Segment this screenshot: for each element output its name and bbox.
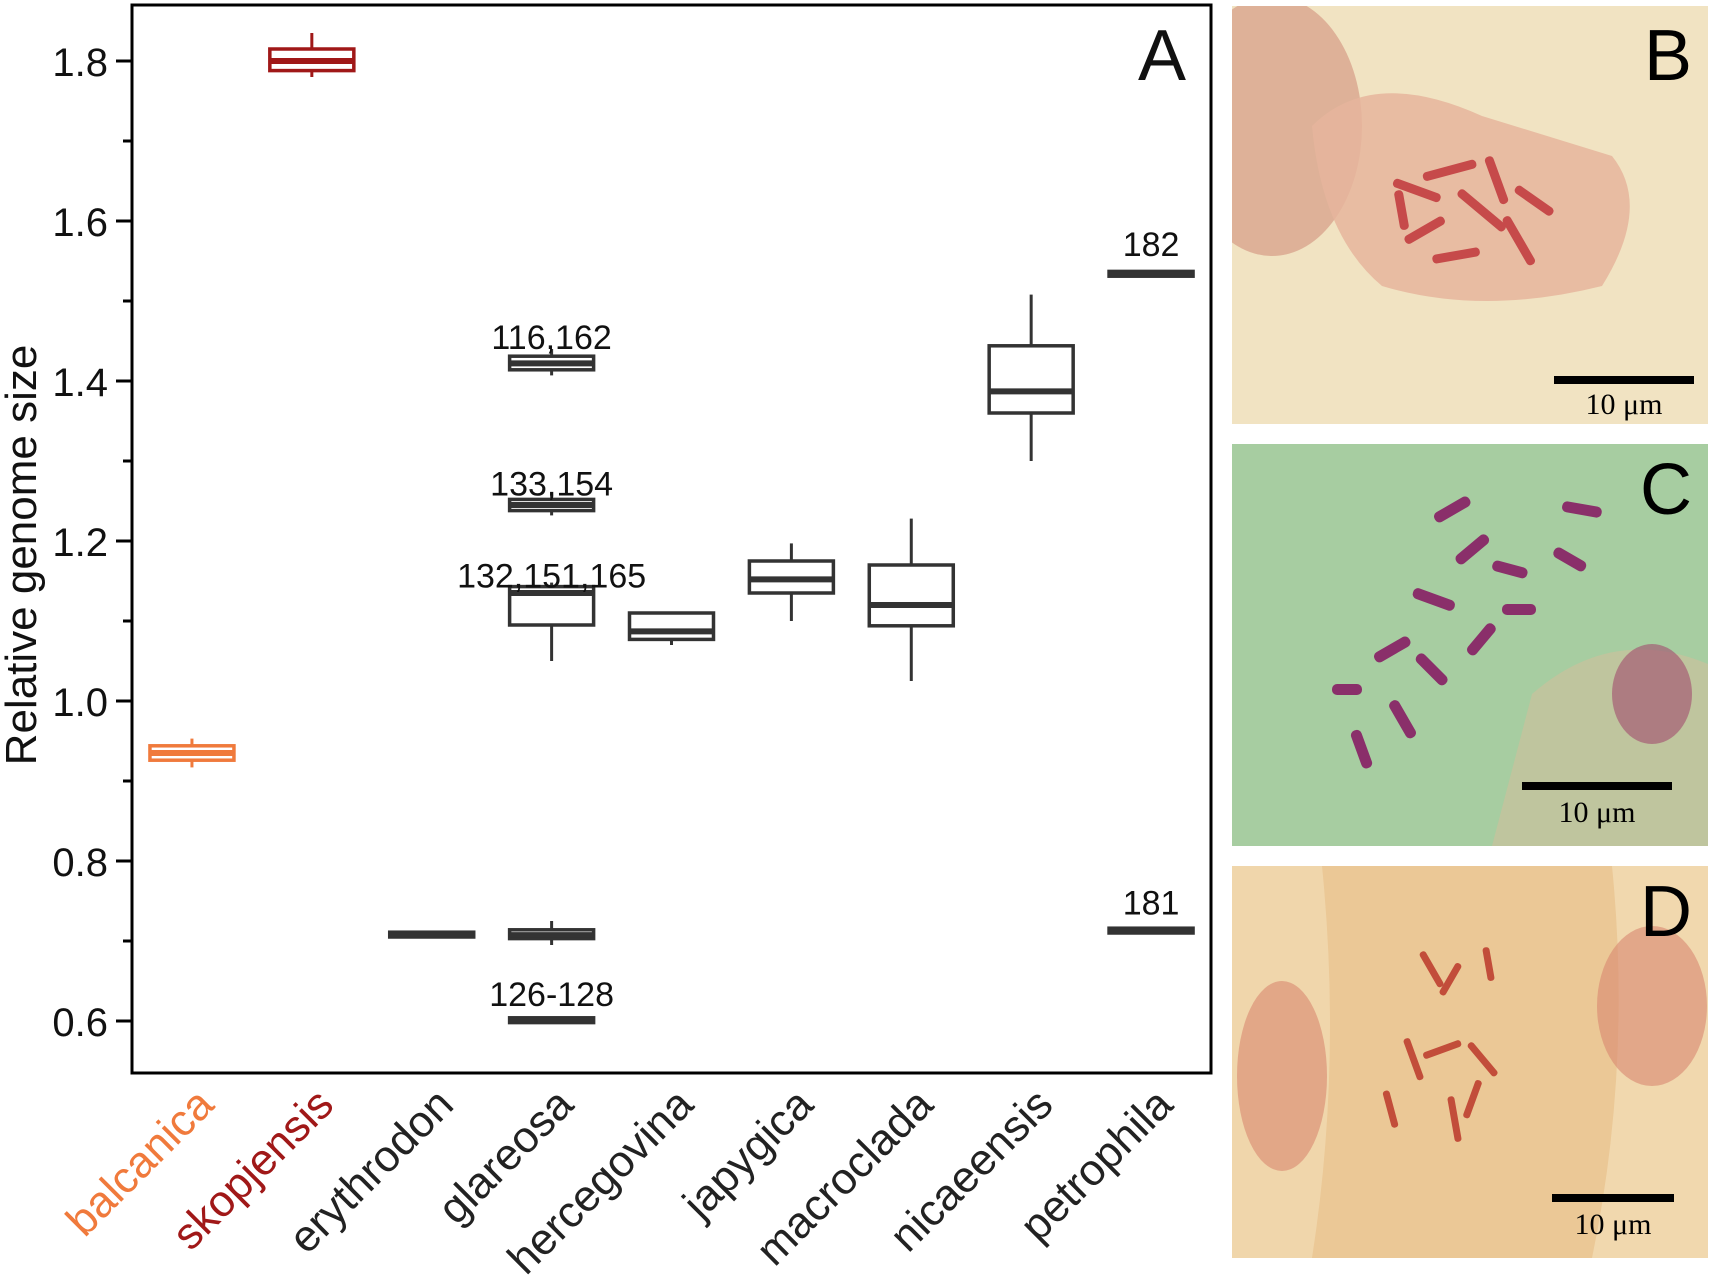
- scale-bar-b: [1554, 376, 1694, 384]
- box-macroclada: [867, 518, 956, 681]
- annotation-label: 116,162: [491, 319, 611, 357]
- box-glareosa: [507, 1016, 596, 1025]
- panel-label-b: B: [1643, 16, 1692, 96]
- box-petrophila: [1107, 926, 1195, 935]
- y-tick-label: 1.8: [52, 41, 108, 85]
- box-erythrodon: [387, 930, 476, 939]
- box-body: [627, 611, 716, 642]
- panel-label-c: C: [1640, 450, 1692, 530]
- scale-bar-d: [1552, 1194, 1674, 1202]
- box-nicaeensis: [987, 294, 1075, 461]
- annotation-label: 132,151,165: [457, 557, 646, 595]
- y-tick-label: 1.2: [52, 521, 108, 565]
- box-glareosa: [507, 921, 596, 945]
- box-petrophila: [1107, 269, 1195, 278]
- scale-bar-c: [1522, 782, 1672, 790]
- box-glareosa: [507, 494, 596, 516]
- box-body: [867, 563, 956, 628]
- x-axis-labels: balcanicaskopjensiserythrodonglareosaher…: [57, 1079, 1183, 1284]
- box-skopjensis: [268, 33, 356, 77]
- y-tick-label: 0.6: [52, 1001, 108, 1045]
- annotation-label: 126-128: [489, 976, 614, 1014]
- box-glareosa: [507, 349, 596, 376]
- micrograph-b-image: [1232, 6, 1630, 301]
- panel-label-a: A: [1138, 16, 1186, 96]
- plot-frame: [130, 3, 1213, 1075]
- y-tick-label: 1.0: [52, 681, 108, 725]
- panel-label-d: D: [1640, 872, 1692, 952]
- y-tick-label: 0.8: [52, 841, 108, 885]
- y-tick-label: 1.4: [52, 361, 108, 405]
- y-axis-ticks: 0.6 0.8 1.0 1.2 1.4 1.6 1.8: [52, 41, 132, 1045]
- micrograph-panel-c: C 10 μm: [1232, 444, 1708, 846]
- box-japygica: [747, 543, 836, 621]
- micrograph-d-image: [1232, 866, 1708, 1258]
- box-glareosa: [507, 582, 596, 661]
- micrograph-c-image: [1332, 496, 1708, 846]
- box-body: [987, 344, 1075, 415]
- scale-label-b: 10 μm: [1585, 388, 1663, 421]
- y-tick-label: 1.6: [52, 201, 108, 245]
- annotation-label: 182: [1123, 226, 1180, 264]
- scale-label-d: 10 μm: [1574, 1208, 1652, 1241]
- annotation-label: 181: [1123, 885, 1180, 923]
- box-series: [148, 33, 1195, 1025]
- y-axis-label: Relative genome size: [0, 345, 46, 766]
- micrograph-panel-d: D 10 μm: [1232, 866, 1708, 1258]
- sample-annotations: 116,162 133,154 132,151,165 126-128 182 181: [457, 226, 1179, 1014]
- scale-label-c: 10 μm: [1558, 796, 1636, 829]
- box-hercegovina: [627, 611, 716, 645]
- annotation-label: 133,154: [490, 465, 613, 503]
- box-balcanica: [148, 738, 236, 768]
- micrograph-panel-b: B 10 μm: [1232, 6, 1708, 424]
